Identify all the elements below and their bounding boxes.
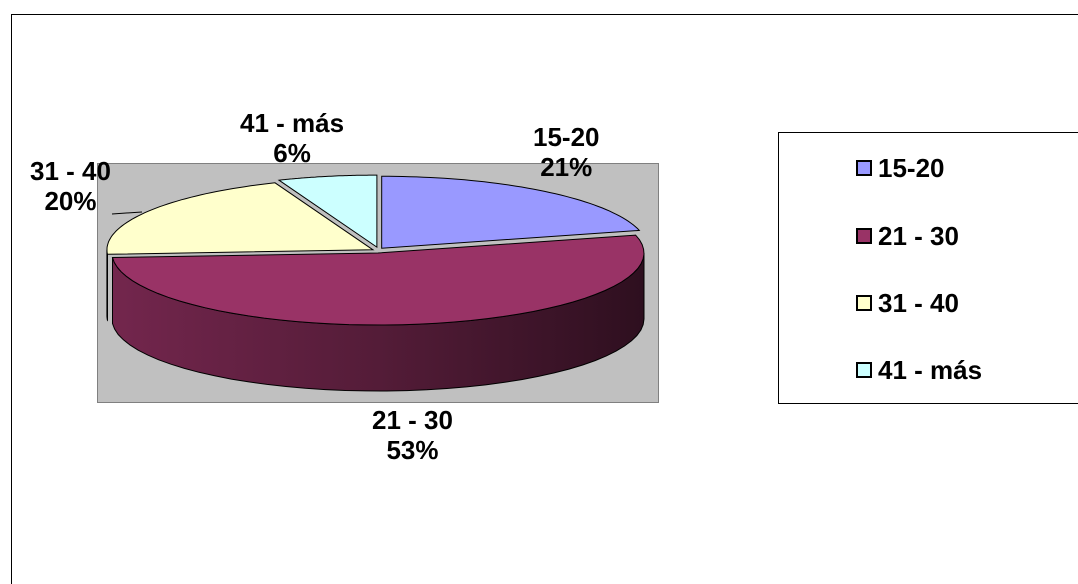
legend-label: 31 - 40	[878, 287, 959, 318]
legend-swatch-41-mas	[856, 362, 872, 378]
chart-legend: 15-20 21 - 30 31 - 40 41 - más	[778, 132, 1078, 404]
legend-item-41-mas: 41 - más	[856, 355, 982, 385]
pie-slice-3	[277, 174, 378, 249]
pie-side-2	[106, 249, 108, 322]
data-label-15-20: 15-20 21%	[533, 122, 600, 182]
pie-slice-1	[111, 234, 645, 326]
legend-item-15-20: 15-20	[856, 153, 945, 183]
legend-swatch-21-30	[856, 228, 872, 244]
legend-swatch-31-40	[856, 295, 872, 311]
legend-swatch-15-20	[856, 160, 872, 176]
legend-label: 15-20	[878, 152, 945, 183]
data-label-21-30: 21 - 30 53%	[372, 405, 453, 465]
pie-slice-0	[381, 175, 641, 249]
chart-frame	[11, 14, 1078, 584]
pie-slice-2	[106, 182, 375, 255]
data-label-41-mas: 41 - más 6%	[240, 108, 345, 168]
data-label-31-40: 31 - 40 20%	[30, 156, 111, 216]
legend-label: 21 - 30	[878, 220, 959, 251]
legend-label: 41 - más	[878, 354, 983, 385]
leader-line-31-40	[111, 211, 143, 215]
legend-item-21-30: 21 - 30	[856, 221, 959, 251]
legend-item-31-40: 31 - 40	[856, 288, 959, 318]
